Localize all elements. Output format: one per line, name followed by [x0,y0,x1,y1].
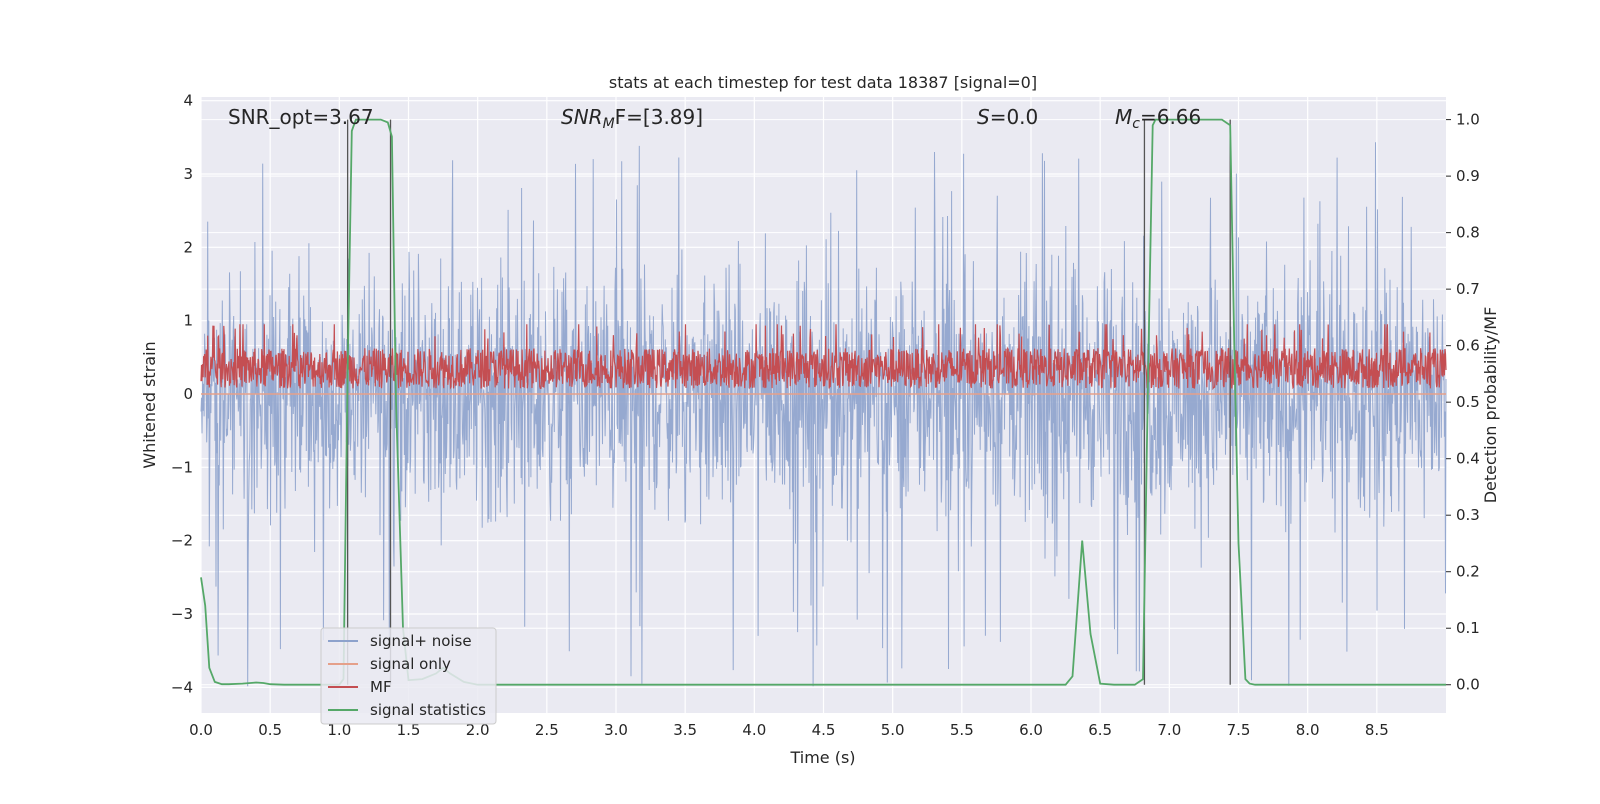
y-tick-label-right: 0.8 [1456,224,1480,242]
mf-line [200,324,1447,391]
x-tick-label: 1.5 [397,721,421,739]
x-tick-label: 2.5 [535,721,559,739]
y-tick-label-right: 0.2 [1456,563,1480,581]
x-tick-label: 7.0 [1157,721,1181,739]
x-ticks: 0.0 0.5 1.0 1.5 2.0 2.5 3.0 3.5 4.0 4.5 5.0 5.5 6.0 6… [189,721,1389,739]
legend-box [320,627,497,725]
y-ticks-left: 4 3 2 1 0 −1 −2 −3 −4 [171,92,193,697]
x-tick-label: 3.0 [604,721,628,739]
x-tick-label: 6.0 [1019,721,1043,739]
x-tick-label: 5.0 [881,721,905,739]
y-axis-label-left: Whitened strain [140,341,159,468]
annotation-snr-opt: SNR_opt=3.67 [228,105,374,129]
legend: signal+ noise signal only MF signal stat… [320,627,497,725]
annotation-snr-mf: SNRMF=[3.89] [561,105,703,132]
x-tick-label: 7.5 [1227,721,1251,739]
x-axis-label: Time (s) [789,748,855,767]
y-tick-label-left: −1 [171,458,193,476]
y-tick-label-right: 0.6 [1456,337,1480,355]
legend-label-signal-statistics: signal statistics [370,701,486,719]
x-tick-label: 8.0 [1296,721,1320,739]
legend-label-signal-noise: signal+ noise [370,632,472,650]
x-tick-label: 4.5 [812,721,836,739]
y-axis-label-right: Detection probability/MF [1481,307,1500,504]
x-tick-label: 3.5 [673,721,697,739]
y-tick-label-right: 0.7 [1456,280,1480,298]
y-tick-label-left: −2 [171,532,193,550]
y-tick-label-right: 0.9 [1456,167,1480,185]
y-tick-label-right: 0.1 [1456,619,1480,637]
signal-noise-line [200,142,1447,687]
y-tick-label-left: −3 [171,605,193,623]
x-tick-label: 6.5 [1088,721,1112,739]
x-tick-label: 0.0 [189,721,213,739]
series-mf [200,324,1447,391]
y-tick-label-left: 4 [183,92,193,110]
x-tick-label: 4.0 [742,721,766,739]
legend-label-mf: MF [370,678,392,696]
x-tick-label: 1.0 [327,721,351,739]
series-signal-noise [200,142,1447,687]
legend-label-signal-only: signal only [370,655,451,673]
y-tick-label-left: 2 [183,238,193,256]
y-tick-label-left: −4 [171,678,193,696]
y-tick-label-left: 1 [183,312,193,330]
x-tick-label: 5.5 [950,721,974,739]
x-tick-label: 8.5 [1365,721,1389,739]
x-tick-label: 2.0 [466,721,490,739]
y-tick-label-right: 0.5 [1456,393,1480,411]
annotation-s: S=0.0 [977,105,1038,129]
annotation-mc: Mc=6.66 [1115,105,1201,132]
y-tick-label-left: 3 [183,165,193,183]
y-tick-label-right: 0.4 [1456,450,1480,468]
x-tick-label: 0.5 [258,721,282,739]
chart-title: stats at each timestep for test data 183… [609,73,1037,92]
y-tick-label-right: 0.3 [1456,506,1480,524]
y-tick-label-left: 0 [183,385,193,403]
y-tick-label-right: 0.0 [1456,676,1480,694]
y-ticks-right: 1.0 0.9 0.8 0.7 0.6 0.5 0.4 0.3 0.2 0.1 0.0 [1446,111,1480,694]
y-tick-label-right: 1.0 [1456,111,1480,129]
